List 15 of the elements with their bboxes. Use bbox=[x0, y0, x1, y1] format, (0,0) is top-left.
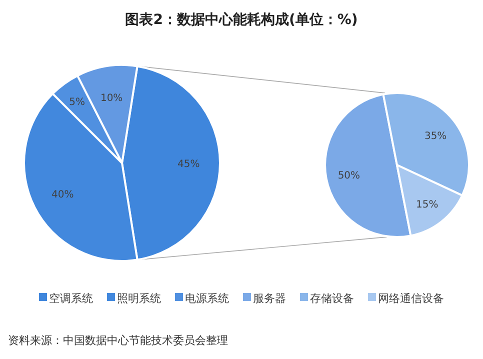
legend-label: 网络通信设备 bbox=[378, 292, 444, 305]
legend-label: 存储设备 bbox=[310, 292, 354, 305]
legend-label: 电源系统 bbox=[185, 292, 229, 305]
legend-label: 服务器 bbox=[253, 292, 286, 305]
data-label: 45% bbox=[178, 159, 200, 170]
data-label: 10% bbox=[100, 93, 123, 104]
data-label: 50% bbox=[338, 170, 360, 182]
data-label: 35% bbox=[424, 130, 447, 142]
chart-title: 图表2：数据中心能耗构成(单位：%) bbox=[125, 11, 358, 28]
legend-label: 空调系统 bbox=[49, 292, 93, 305]
data-label: 5% bbox=[69, 97, 86, 108]
data-label: 15% bbox=[416, 200, 438, 211]
legend-label: 照明系统 bbox=[117, 292, 161, 305]
data-label: 40% bbox=[52, 189, 74, 200]
text: 资料来源：中国数据中心节能技术委员会整理 bbox=[8, 334, 228, 347]
